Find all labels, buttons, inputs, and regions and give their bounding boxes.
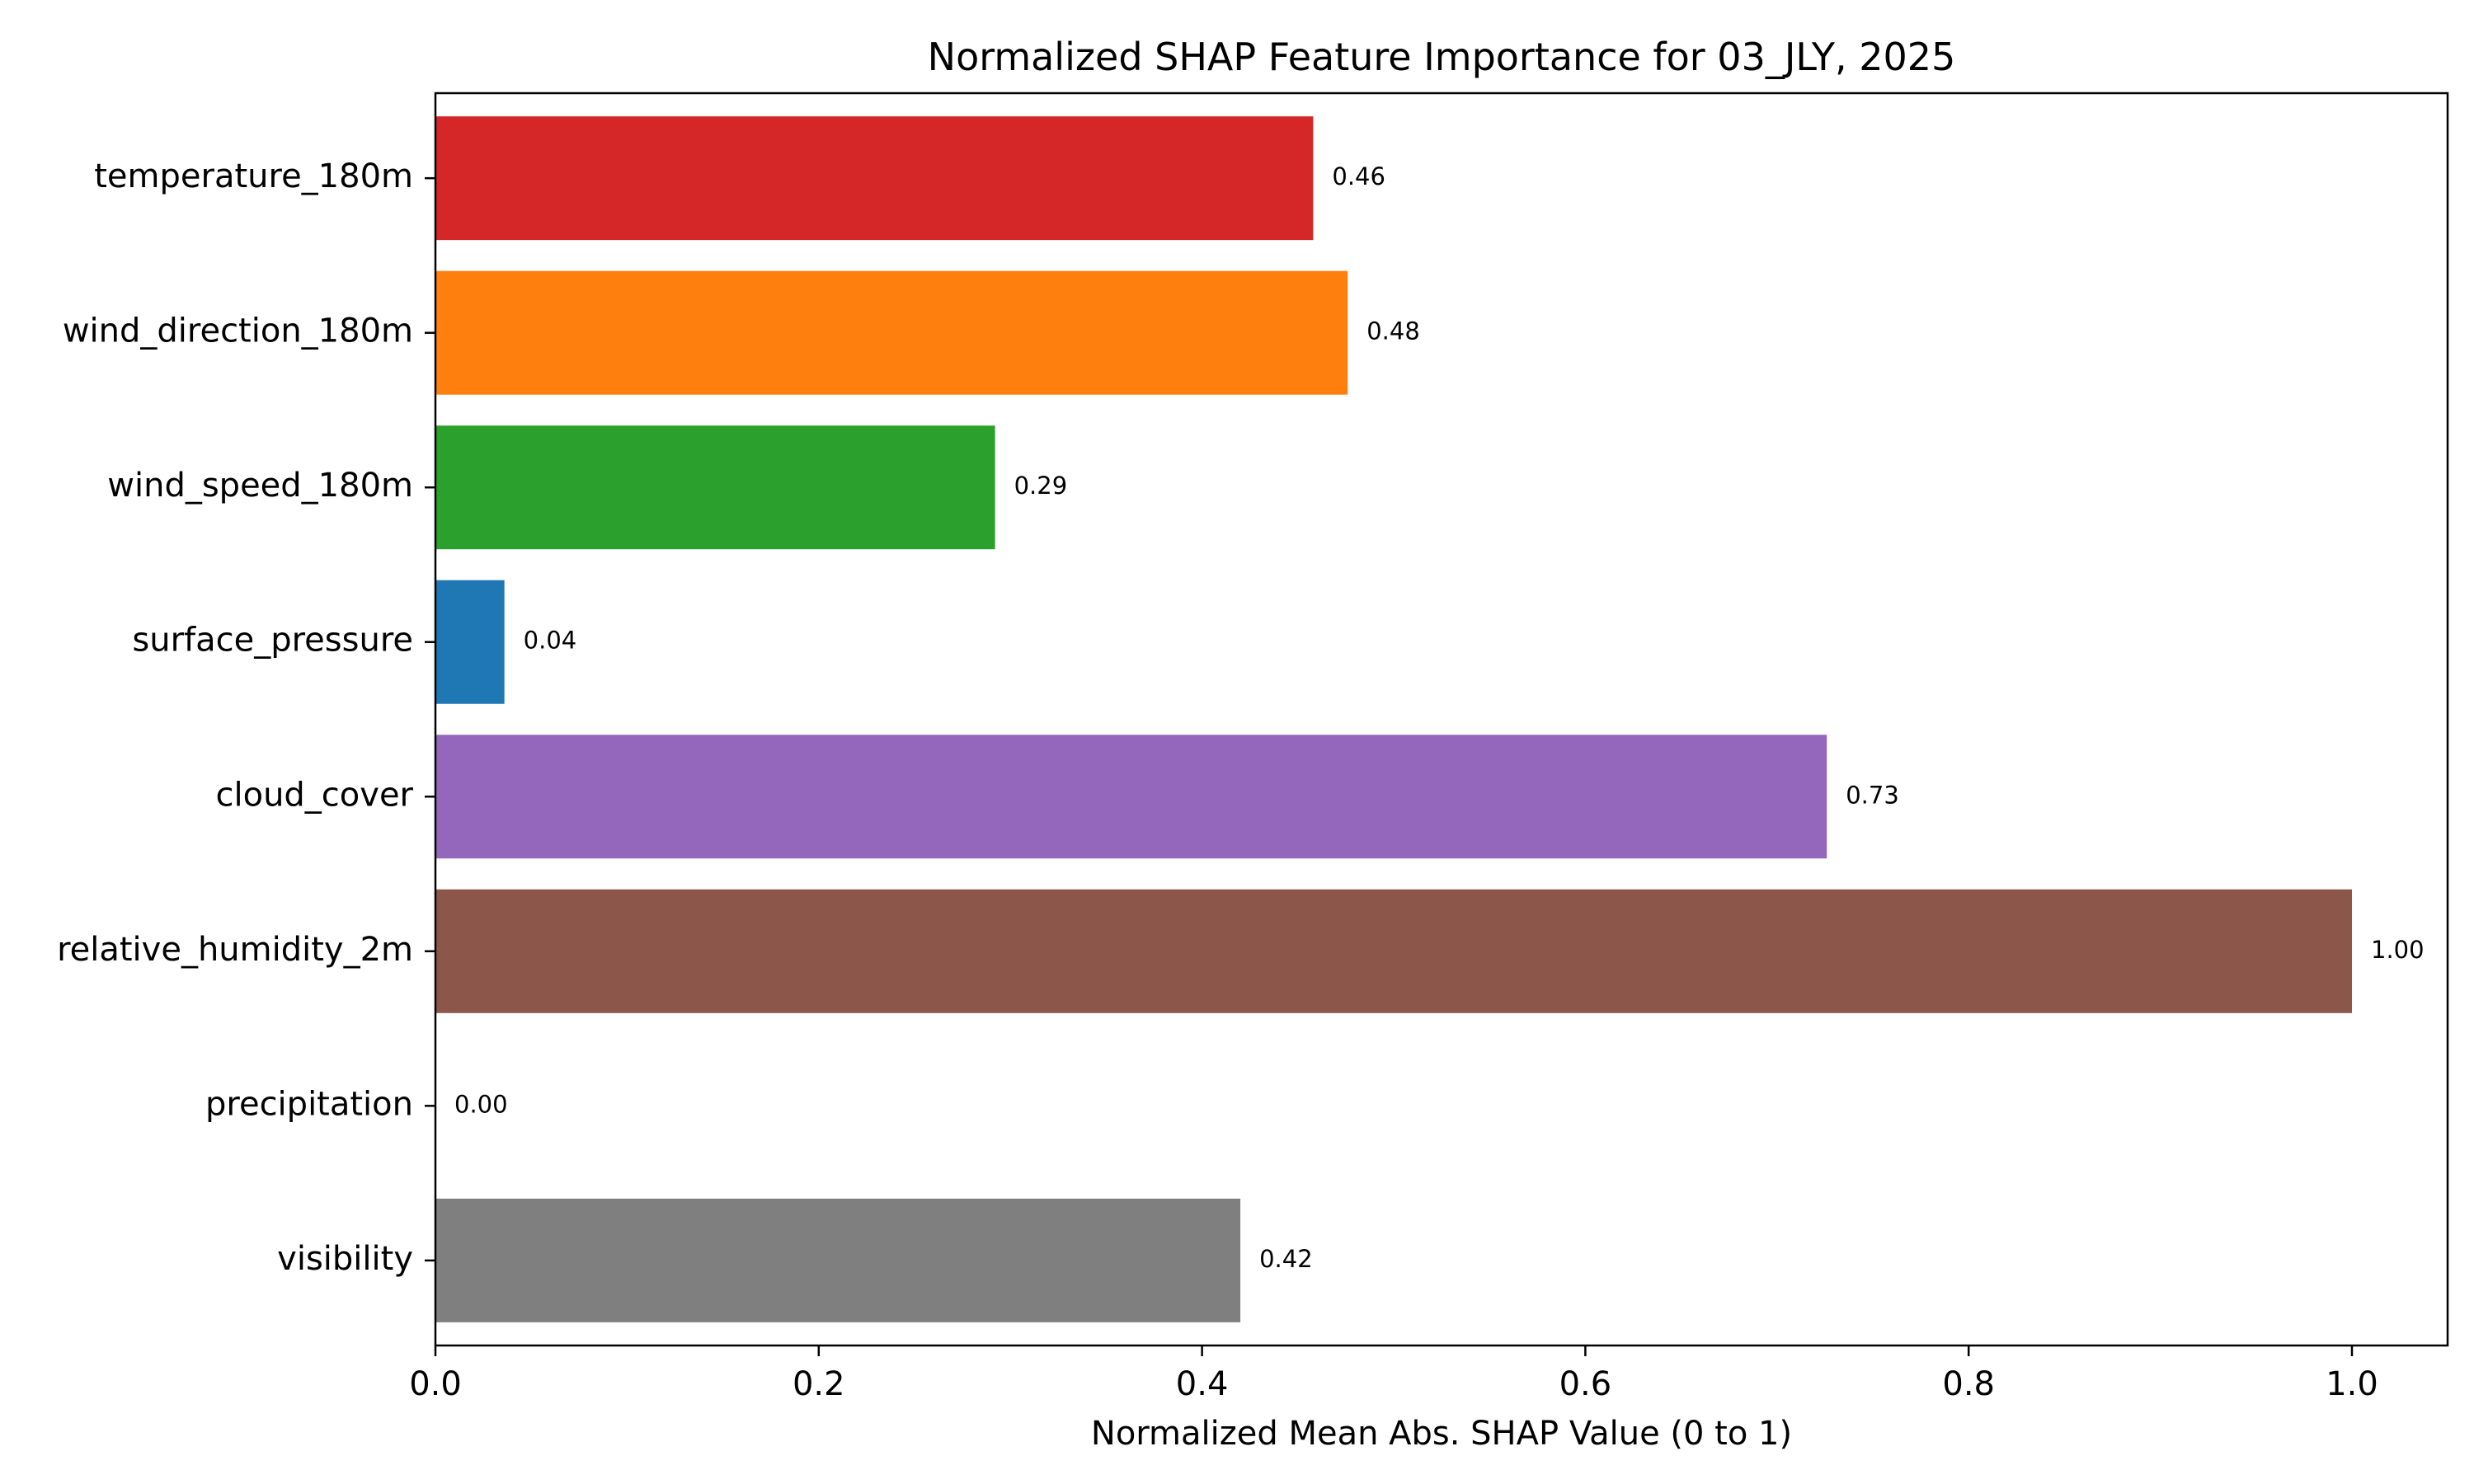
y-tick-label: precipitation	[205, 1085, 413, 1123]
bars-group	[435, 116, 2352, 1322]
data-label-precipitation: 0.00	[454, 1090, 508, 1118]
y-tick-label: visibility	[277, 1240, 413, 1278]
x-tick-label: 0.6	[1559, 1365, 1612, 1403]
x-tick-label: 0.8	[1942, 1365, 1995, 1403]
y-tick-label: wind_direction_180m	[63, 312, 413, 350]
bar-temperature-180m	[435, 116, 1314, 241]
y-axis: temperature_180m wind_direction_180m wind_…	[57, 157, 435, 1278]
y-tick-label: surface_pressure	[132, 622, 413, 660]
y-tick-label: relative_humidity_2m	[57, 931, 413, 969]
x-tick-label: 1.0	[2326, 1365, 2378, 1403]
data-label-cloud-cover: 0.73	[1846, 781, 1899, 809]
chart-title: Normalized SHAP Feature Importance for 0…	[928, 35, 1956, 79]
y-tick-label: temperature_180m	[94, 157, 413, 195]
plot-frame	[434, 92, 2449, 1347]
x-axis-label: Normalized Mean Abs. SHAP Value (0 to 1)	[1091, 1415, 1792, 1453]
data-label-surface-pressure: 0.04	[524, 627, 577, 655]
y-tick-label: cloud_cover	[215, 776, 413, 814]
bar-cloud-cover	[435, 735, 1827, 859]
data-labels-group: 0.46 0.48 0.29 0.04 0.73 1.00 0.00 0.42	[454, 162, 2425, 1273]
data-label-wind-direction-180m: 0.48	[1366, 317, 1420, 345]
x-tick-label: 0.0	[409, 1365, 462, 1403]
data-label-relative-humidity-2m: 1.00	[2371, 936, 2425, 964]
y-tick-label: wind_speed_180m	[107, 467, 413, 505]
bar-relative-humidity-2m	[435, 889, 2352, 1013]
x-tick-label: 0.4	[1176, 1365, 1229, 1403]
x-axis: 0.0 0.2 0.4 0.6 0.8 1.0	[409, 1345, 2378, 1403]
x-tick-label: 0.2	[793, 1365, 845, 1403]
data-label-visibility: 0.42	[1259, 1245, 1313, 1273]
bar-surface-pressure	[435, 580, 505, 704]
data-label-wind-speed-180m: 0.29	[1014, 472, 1068, 500]
data-label-temperature-180m: 0.46	[1332, 162, 1385, 190]
bar-wind-direction-180m	[435, 270, 1348, 395]
bar-wind-speed-180m	[435, 425, 995, 550]
bar-visibility	[435, 1198, 1241, 1322]
